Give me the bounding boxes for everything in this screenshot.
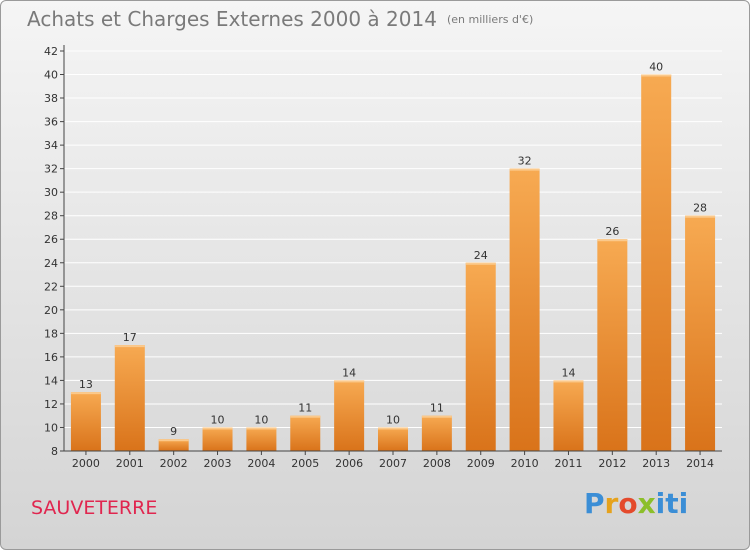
bar-2010 bbox=[509, 168, 540, 451]
bar-highlight bbox=[641, 74, 672, 77]
data-label: 10 bbox=[386, 413, 400, 426]
proxiti-logo: Proxiti bbox=[584, 487, 689, 520]
x-tick-label: 2005 bbox=[291, 457, 319, 470]
bar-2011 bbox=[553, 380, 584, 451]
bar-2008 bbox=[421, 415, 452, 451]
y-tick-label: 42 bbox=[44, 45, 58, 58]
x-tick-label: 2013 bbox=[642, 457, 670, 470]
data-label: 28 bbox=[693, 202, 707, 215]
y-tick-label: 16 bbox=[44, 351, 58, 364]
chart-unit-label: (en milliers d'€) bbox=[446, 13, 534, 26]
y-tick-label: 20 bbox=[44, 304, 58, 317]
y-tick-label: 38 bbox=[44, 92, 58, 105]
bar-2004 bbox=[246, 427, 277, 451]
data-label: 13 bbox=[79, 378, 93, 391]
y-tick-label: 12 bbox=[44, 398, 58, 411]
y-tick-label: 10 bbox=[44, 421, 58, 434]
y-tick-label: 30 bbox=[44, 186, 58, 199]
bar-2007 bbox=[378, 427, 408, 451]
bar-2003 bbox=[202, 427, 233, 451]
chart-title: Achats et Charges Externes 2000 à 2014 bbox=[27, 7, 437, 31]
y-tick-label: 8 bbox=[51, 445, 58, 458]
x-tick-label: 2009 bbox=[467, 457, 495, 470]
data-label: 17 bbox=[123, 331, 137, 344]
place-name: SAUVETERRE bbox=[31, 497, 158, 519]
x-tick-label: 2011 bbox=[554, 457, 582, 470]
data-label: 32 bbox=[518, 155, 532, 168]
bar-highlight bbox=[553, 380, 584, 383]
x-tick-label: 2003 bbox=[204, 457, 232, 470]
y-tick-label: 24 bbox=[44, 257, 58, 270]
x-tick-label: 2014 bbox=[686, 457, 714, 470]
bar-2000 bbox=[70, 392, 101, 451]
y-tick-label: 36 bbox=[44, 116, 58, 129]
x-tick-label: 2000 bbox=[72, 457, 100, 470]
x-tick-label: 2012 bbox=[598, 457, 626, 470]
bar-highlight bbox=[509, 168, 540, 171]
bar-highlight bbox=[290, 415, 321, 418]
bar-highlight bbox=[378, 427, 408, 430]
y-tick-label: 18 bbox=[44, 327, 58, 340]
x-tick-label: 2010 bbox=[511, 457, 539, 470]
y-tick-label: 40 bbox=[44, 69, 58, 82]
bar-highlight bbox=[334, 380, 365, 383]
chart-title-block: Achats et Charges Externes 2000 à 2014 (e… bbox=[27, 7, 533, 31]
bar-highlight bbox=[685, 215, 716, 218]
data-label: 14 bbox=[561, 366, 575, 379]
y-tick-label: 28 bbox=[44, 210, 58, 223]
data-label: 10 bbox=[211, 413, 225, 426]
data-label: 10 bbox=[254, 413, 268, 426]
data-label: 9 bbox=[170, 425, 177, 438]
y-tick-label: 22 bbox=[44, 280, 58, 293]
bar-highlight bbox=[421, 415, 452, 418]
bar-highlight bbox=[114, 345, 145, 348]
bar-highlight bbox=[202, 427, 233, 430]
bar-2012 bbox=[597, 239, 628, 451]
y-tick-label: 26 bbox=[44, 233, 58, 246]
data-label: 24 bbox=[474, 249, 488, 262]
x-tick-label: 2008 bbox=[423, 457, 451, 470]
bar-highlight bbox=[465, 262, 496, 265]
bar-highlight bbox=[158, 439, 189, 442]
x-tick-label: 2004 bbox=[247, 457, 275, 470]
data-label: 11 bbox=[430, 402, 444, 415]
bar-highlight bbox=[246, 427, 277, 430]
x-tick-label: 2001 bbox=[116, 457, 144, 470]
bar-2014 bbox=[685, 215, 716, 451]
data-label: 11 bbox=[298, 402, 312, 415]
bar-highlight bbox=[70, 392, 101, 395]
bar-2006 bbox=[334, 380, 365, 451]
y-tick-label: 32 bbox=[44, 163, 58, 176]
bar-highlight bbox=[597, 239, 628, 242]
bar-2001 bbox=[114, 345, 145, 451]
x-tick-label: 2006 bbox=[335, 457, 363, 470]
data-label: 40 bbox=[649, 61, 663, 74]
bar-2002 bbox=[158, 439, 189, 451]
bar-2013 bbox=[641, 74, 672, 451]
data-label: 26 bbox=[605, 225, 619, 238]
data-label: 14 bbox=[342, 366, 356, 379]
x-tick-label: 2002 bbox=[160, 457, 188, 470]
bar-2009 bbox=[465, 262, 496, 451]
bar-2005 bbox=[290, 415, 321, 451]
y-tick-label: 14 bbox=[44, 374, 58, 387]
y-tick-label: 34 bbox=[44, 139, 58, 152]
x-tick-label: 2007 bbox=[379, 457, 407, 470]
